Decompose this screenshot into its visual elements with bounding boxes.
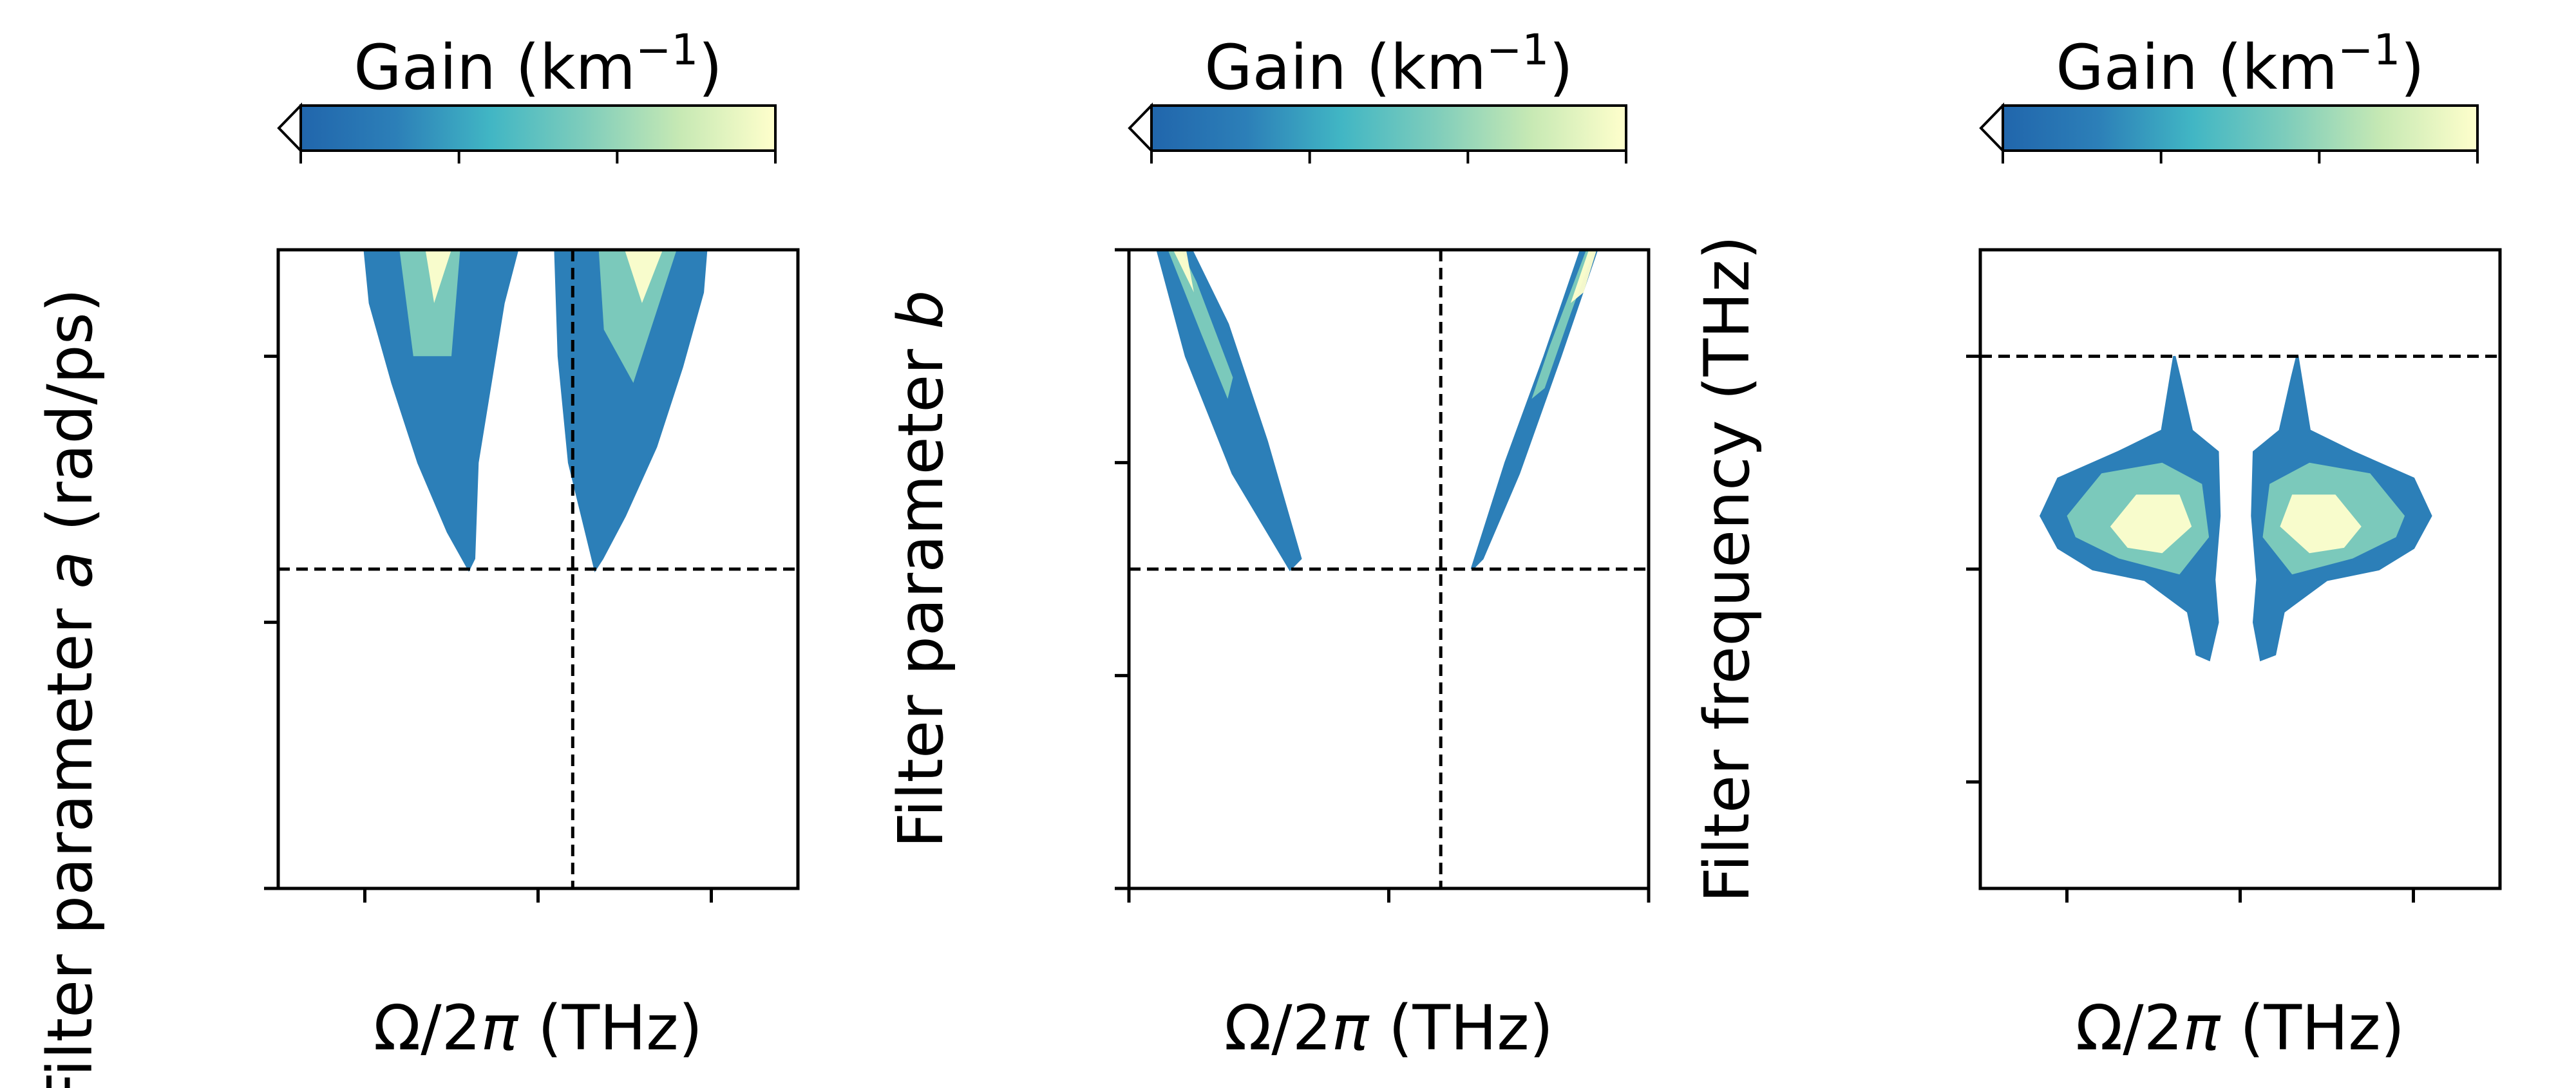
colorbar-title: Gain (km−1) — [1204, 25, 1573, 104]
contour-regions — [1156, 250, 1598, 572]
colorbar-body — [299, 104, 777, 152]
colorbar-extend-arrow — [1128, 102, 1153, 154]
right-branch-core — [1570, 250, 1597, 303]
x-axis-label: Ω/2π (THz) — [2076, 992, 2405, 1064]
colorbar-extend-arrow — [1979, 102, 2004, 154]
plot-frame — [1978, 248, 2502, 890]
left-lobe-mid — [399, 250, 460, 357]
panel-c: Ω/2π (THz) Filter frequency (THz) Gain (km… — [1691, 25, 2502, 1064]
left-branch-outer — [1156, 250, 1302, 572]
colorbar-body — [2002, 104, 2479, 152]
colorbar-body — [1150, 104, 1627, 152]
x-axis-label: Ω/2π (THz) — [1224, 992, 1553, 1064]
colorbar-extend-arrow — [277, 102, 302, 154]
contour-regions — [2039, 355, 2432, 662]
right-branch-outer — [1470, 250, 1598, 570]
x-axis-label: Ω/2π (THz) — [374, 992, 703, 1064]
colorbar: Gain (km−1) — [1128, 25, 1627, 164]
right-lobe-outer — [554, 250, 708, 572]
right-wing-core — [2280, 494, 2362, 554]
left-wing-core — [2110, 494, 2192, 554]
left-branch-core — [1173, 250, 1194, 293]
y-axis-label: Filter parameter a (rad/ps) — [34, 288, 106, 1088]
panels-group: Ω/2π (THz) Filter parameter a (rad/ps) Gai… — [34, 25, 2502, 1088]
colorbar: Gain (km−1) — [277, 25, 777, 164]
contour-regions — [363, 250, 708, 572]
colorbar-title: Gain (km−1) — [2056, 25, 2425, 104]
panel-b: Ω/2π (THz) Filter parameter b Gain (km−1) — [885, 25, 1651, 1064]
y-axis-label: Filter parameter b — [885, 290, 957, 849]
colorbar-title: Gain (km−1) — [354, 25, 723, 104]
colorbar: Gain (km−1) — [1979, 25, 2479, 164]
left-lobe-core — [425, 250, 451, 303]
right-lobe-core — [625, 250, 663, 303]
right-lobe-mid — [598, 250, 677, 383]
left-branch-mid — [1168, 250, 1233, 399]
panel-a: Ω/2π (THz) Filter parameter a (rad/ps) Gai… — [34, 25, 800, 1088]
y-axis-label: Filter frequency (THz) — [1691, 236, 1763, 903]
